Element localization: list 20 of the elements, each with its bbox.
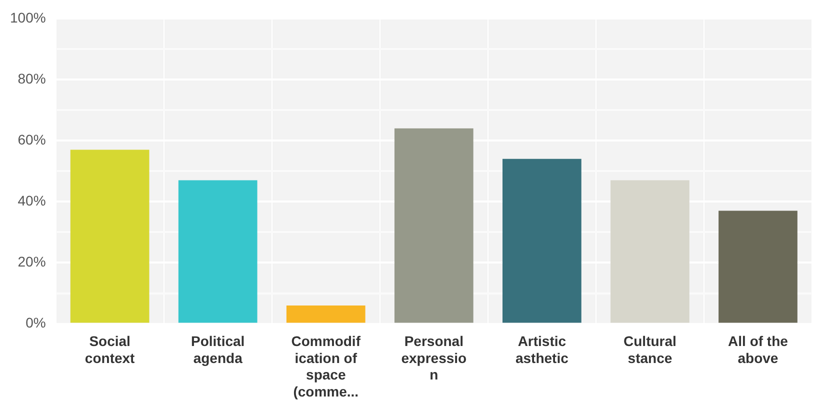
bar (394, 128, 474, 323)
x-tick-label: All of the above (728, 333, 788, 366)
x-tick-label: Commodification of space (comme... (291, 333, 361, 400)
x-tick-label: Social context (84, 333, 136, 366)
y-tick-label: 20% (18, 254, 46, 270)
x-tick-label: Personal expression (401, 333, 467, 383)
y-tick-label: 40% (18, 192, 46, 208)
y-tick-label: 0% (26, 314, 46, 331)
y-tick-label: 100% (10, 9, 46, 26)
bar (178, 180, 258, 323)
bar (502, 158, 582, 323)
x-tick-label: Political agenda (191, 333, 245, 366)
x-tick-label: Cultural stance (624, 333, 676, 366)
bar (70, 150, 150, 323)
x-tick-label: Artistic asthetic (515, 333, 569, 366)
y-tick-label: 60% (18, 131, 46, 148)
bar (718, 210, 798, 323)
bar (286, 305, 366, 323)
y-tick-label: 80% (18, 70, 46, 86)
bar (610, 180, 690, 323)
